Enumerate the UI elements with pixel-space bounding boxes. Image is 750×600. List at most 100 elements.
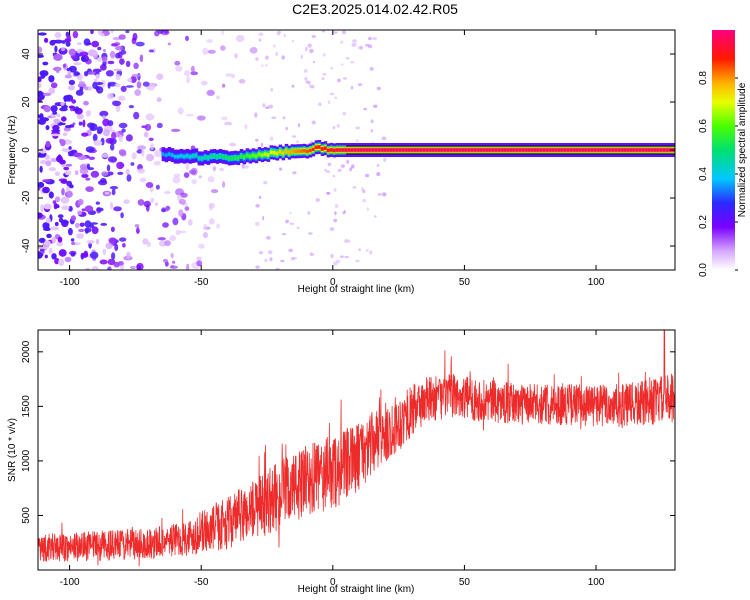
band-segment [254, 154, 259, 158]
noise-blob [54, 45, 58, 53]
noise-blob [261, 64, 264, 67]
band-segment [632, 148, 637, 152]
band-segment [644, 148, 649, 152]
band-segment [353, 148, 358, 152]
band-segment [335, 148, 340, 152]
noise-blob [321, 77, 325, 80]
snr-y-ticks: 500 1000 1500 2000 [21, 340, 675, 524]
noise-blob [86, 163, 90, 169]
noise-blob [77, 83, 87, 89]
band-segment [320, 147, 325, 151]
band-segment [257, 152, 262, 156]
noise-blob [350, 85, 354, 90]
band-segment [164, 153, 169, 157]
colorbar-tick-label: 0.4 [698, 167, 709, 181]
noise-blob [93, 78, 98, 83]
noise-blob [330, 67, 333, 70]
noise-blob [90, 30, 94, 35]
noise-blob [170, 128, 181, 132]
band-segment [176, 154, 181, 159]
noise-blob [105, 242, 113, 249]
band-segment [251, 153, 256, 158]
noise-blob [66, 33, 71, 42]
noise-blob [109, 186, 119, 190]
noise-blob [75, 222, 80, 229]
noise-blob [110, 143, 115, 151]
noise-blob [280, 259, 285, 263]
noise-blob [136, 81, 142, 89]
noise-blob [165, 205, 171, 211]
band-segment [245, 153, 250, 158]
noise-blob [342, 77, 348, 80]
noise-blob [68, 79, 76, 86]
noise-blob [77, 198, 84, 206]
band-segment [371, 148, 376, 152]
noise-blob [355, 259, 360, 263]
noise-blob [291, 84, 295, 88]
band-segment [350, 148, 355, 152]
band-segment [263, 152, 268, 156]
band-segment [491, 148, 496, 152]
noise-blob [372, 37, 378, 40]
x-tick-label: 50 [459, 277, 471, 288]
noise-blob [339, 255, 344, 258]
noise-blob [107, 266, 112, 270]
noise-blob [292, 171, 297, 175]
noise-blob [50, 133, 61, 137]
noise-blob [134, 89, 141, 96]
noise-blob [142, 81, 150, 87]
band-segment [311, 147, 316, 152]
noise-blob [38, 212, 43, 219]
band-segment [626, 148, 631, 152]
band-segment [404, 148, 409, 152]
noise-blob [332, 175, 335, 178]
noise-blob [374, 215, 377, 218]
band-segment [560, 148, 565, 152]
noise-blob [55, 67, 60, 74]
noise-blob [43, 92, 52, 97]
noise-blob [139, 177, 147, 183]
noise-blob [64, 170, 72, 176]
noise-blob [115, 73, 121, 81]
noise-blob [54, 39, 63, 44]
noise-blob [155, 184, 160, 190]
colorbar-tick-label: 0.8 [698, 71, 709, 85]
noise-blob [96, 126, 103, 134]
noise-blob [115, 52, 121, 59]
band-segment [224, 155, 229, 160]
x-tick-label: 100 [588, 277, 605, 288]
noise-blob [50, 105, 58, 113]
noise-blob [38, 54, 44, 58]
noise-blob [283, 33, 286, 38]
noise-blob [38, 246, 45, 250]
y-tick-label: 20 [21, 96, 32, 108]
noise-blob [117, 261, 124, 266]
noise-blob [332, 126, 336, 130]
band-segment [557, 148, 562, 152]
noise-blob [39, 147, 47, 154]
noise-blob [135, 41, 145, 47]
noise-blob [133, 111, 140, 120]
x-tick-label: 100 [588, 577, 605, 588]
noise-blob [337, 168, 342, 173]
noise-blob [46, 217, 51, 224]
noise-blob [221, 83, 226, 88]
band-segment [236, 156, 241, 160]
noise-blob [349, 167, 352, 172]
noise-blob [50, 226, 60, 231]
noise-blob [82, 119, 86, 128]
noise-blob [83, 38, 91, 46]
band-segment [608, 148, 613, 152]
band-segment [479, 148, 484, 152]
noise-blob [85, 177, 91, 181]
noise-blob [275, 267, 280, 270]
band-segment [473, 148, 478, 152]
band-segment [563, 148, 568, 152]
noise-blob [167, 42, 172, 46]
noise-blob [148, 49, 155, 53]
noise-blob [281, 233, 287, 236]
noise-blob [324, 168, 327, 172]
noise-blob [60, 102, 65, 106]
noise-blob [270, 136, 274, 141]
noise-blob [358, 248, 361, 251]
